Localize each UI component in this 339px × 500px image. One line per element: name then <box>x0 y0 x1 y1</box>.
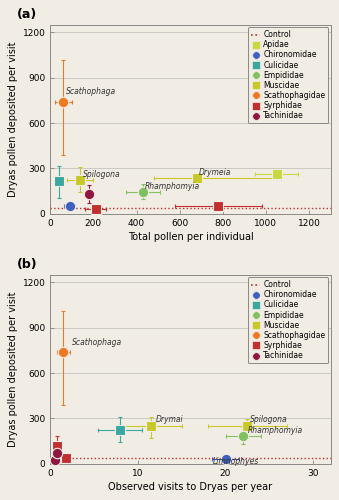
X-axis label: Observed visits to Dryas per year: Observed visits to Dryas per year <box>108 482 273 492</box>
Y-axis label: Dryas pollen deposited per visit: Dryas pollen deposited per visit <box>8 42 18 197</box>
X-axis label: Total pollen per individual: Total pollen per individual <box>127 232 253 241</box>
Text: Rhamphomyia: Rhamphomyia <box>247 426 302 434</box>
Text: Spilogona: Spilogona <box>83 170 120 178</box>
Text: Drymai: Drymai <box>155 416 183 424</box>
Text: Limnophyes: Limnophyes <box>212 457 259 466</box>
Text: Spilogona: Spilogona <box>250 414 288 424</box>
Legend: Control, Chironomidae, Culicidae, Empididae, Muscidae, Scathophagidae, Syrphidae: Control, Chironomidae, Culicidae, Empidi… <box>248 277 328 364</box>
Text: (a): (a) <box>17 8 37 21</box>
Legend: Control, Apidae, Chironomidae, Culicidae, Empididae, Muscidae, Scathophagidae, S: Control, Apidae, Chironomidae, Culicidae… <box>248 27 328 124</box>
Text: (b): (b) <box>17 258 37 271</box>
Text: Drymeia: Drymeia <box>199 168 232 177</box>
Y-axis label: Dryas pollen deposited per visit: Dryas pollen deposited per visit <box>8 292 18 447</box>
Text: Rhamphomyia: Rhamphomyia <box>145 182 200 190</box>
Text: Scathophaga: Scathophaga <box>66 88 117 96</box>
Text: Scathophaga: Scathophaga <box>72 338 122 347</box>
